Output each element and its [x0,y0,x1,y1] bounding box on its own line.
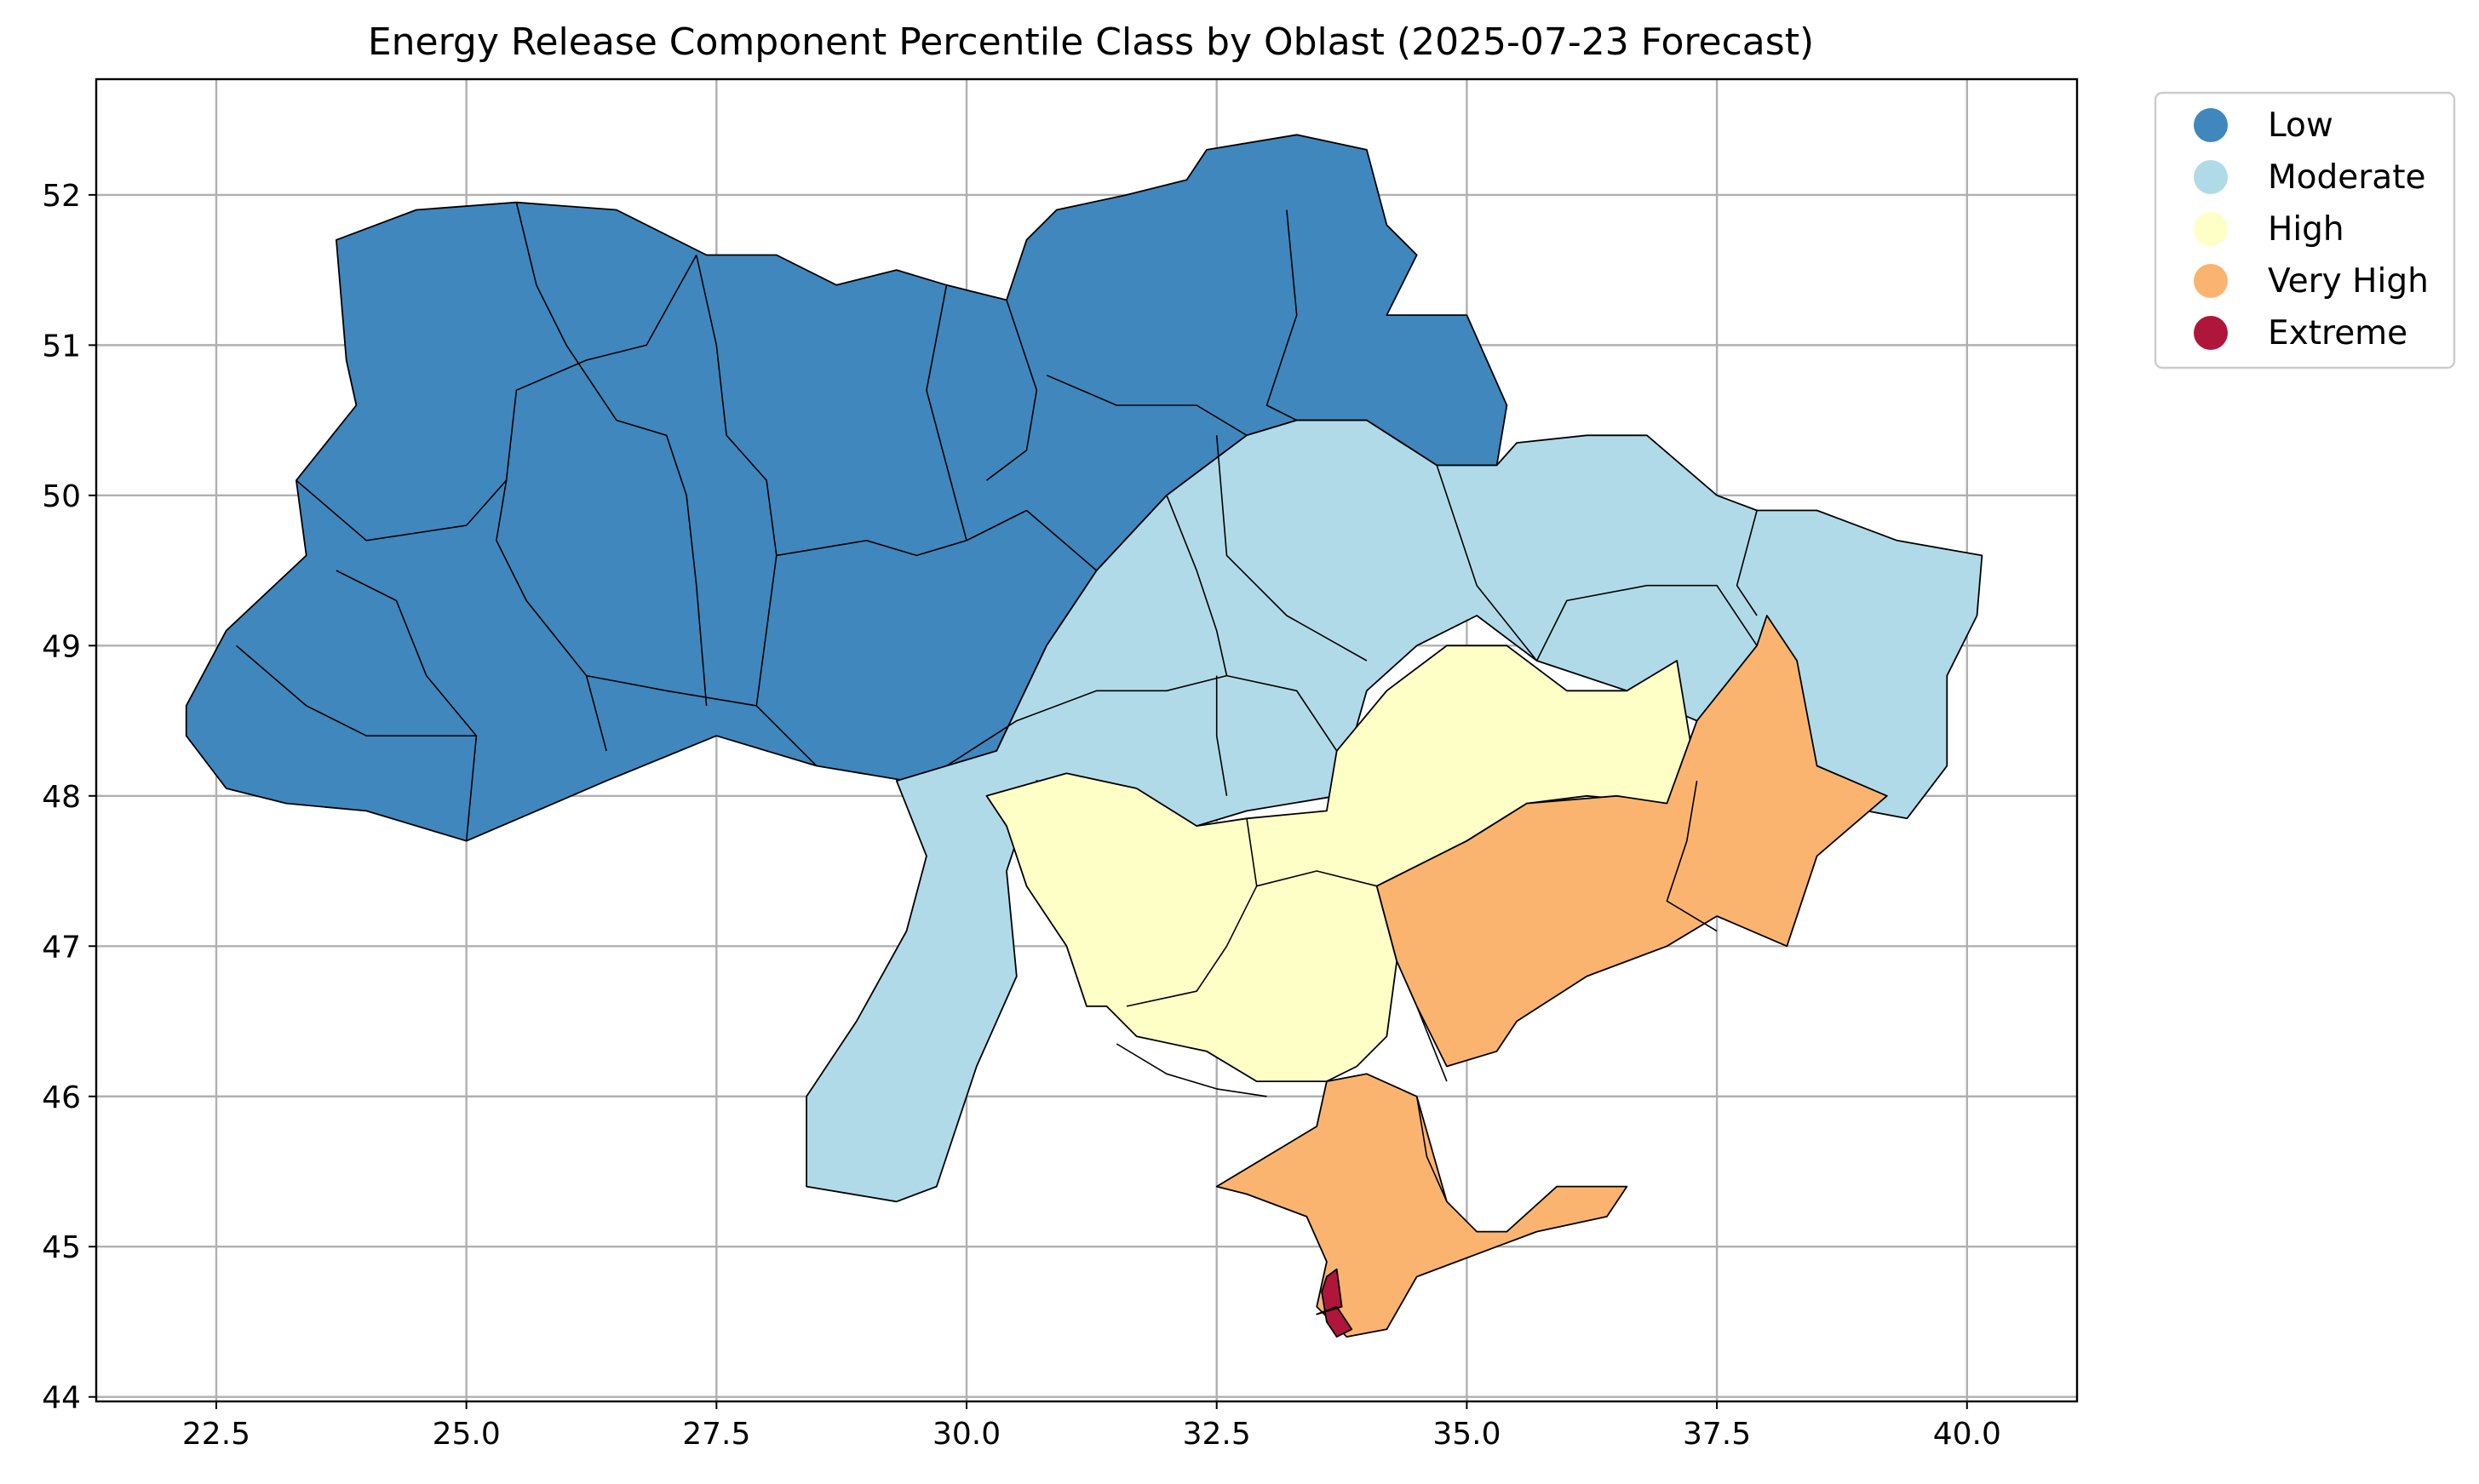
oblast-border-14 [946,674,1338,767]
y-tick-label-7: 51 [42,329,81,364]
oblast-regions [185,134,1983,1338]
region-extreme-5 [1316,1268,1353,1338]
y-tick-label-3: 47 [42,930,81,965]
oblast-border-10 [986,300,1038,481]
legend-label-very-high: Very High [2268,262,2429,301]
y-tick-label-2: 46 [42,1080,81,1115]
y-tick-label-8: 52 [42,179,81,214]
x-tick-label-0: 22.5 [182,1417,250,1452]
plot-frame [95,77,2079,1403]
oblast-border-16 [1215,435,1368,662]
oblast-border-5 [586,674,818,767]
legend-marker-low [2194,108,2228,142]
x-tick-label-1: 25.0 [433,1417,501,1452]
x-tick-label-5: 35.0 [1432,1417,1501,1452]
y-tick-label-0: 44 [42,1381,81,1416]
y-tick-label-1: 45 [42,1230,81,1265]
oblast-border-15 [1215,675,1228,796]
chart-title: Energy Release Component Percentile Clas… [368,20,1814,64]
x-tick-label-2: 27.5 [682,1417,750,1452]
oblast-border-20 [1126,818,1258,1007]
oblast-border-22 [1666,780,1718,932]
oblast-border-4 [496,480,607,752]
oblast-border-18 [1535,584,1758,662]
oblast-border-7 [696,255,778,707]
region-low-0 [185,134,1508,842]
legend-label-high: High [2268,210,2344,249]
oblast-border-19 [1736,510,1758,616]
legend-marker-very-high [2194,264,2228,298]
legend-marker-moderate [2194,160,2228,194]
x-tick-label-7: 40.0 [1933,1417,2001,1452]
oblast-border-9 [926,284,967,541]
oblast-border-0 [296,255,697,541]
y-tick-label-5: 49 [42,629,81,664]
oblast-border-17 [1436,465,1538,662]
x-axis-ticks: 22.5 25.0 27.5 30.0 32.5 35.0 37.5 40.0 [182,1401,2001,1452]
y-tick-label-6: 50 [42,479,81,514]
oblast-border-2 [336,570,478,841]
oblast-border-23 [1415,1006,1448,1082]
region-very-high-3 [1375,615,1888,1068]
oblast-border-25 [1116,1043,1267,1097]
y-axis-ticks: 44 45 46 47 48 49 50 51 52 [42,179,96,1416]
oblast-border-21 [1256,870,1377,887]
oblast-border-3 [235,645,477,737]
legend-marker-extreme [2194,316,2228,350]
region-very-high-4 [1215,1073,1628,1338]
legend: Low Moderate High Very High Extreme [2154,91,2456,370]
oblast-boundaries [235,202,1758,1202]
oblast-border-8 [776,509,1098,571]
oblast-border-12 [1265,209,1298,421]
legend-marker-high [2194,212,2228,246]
legend-label-extreme: Extreme [2268,314,2407,352]
oblast-border-13 [1166,495,1228,676]
oblast-border-24 [1415,1096,1448,1202]
oblast-border-11 [1046,374,1248,436]
legend-label-low: Low [2268,106,2333,145]
y-tick-label-4: 48 [42,780,81,815]
legend-box [2154,91,2456,370]
oblast-border-1 [515,202,617,421]
x-tick-label-3: 30.0 [932,1417,1001,1452]
region-high-2 [985,645,1698,1082]
legend-label-moderate: Moderate [2268,158,2425,197]
oblast-border-6 [616,419,708,706]
x-tick-label-6: 37.5 [1683,1417,1751,1452]
x-tick-label-4: 32.5 [1183,1417,1251,1452]
